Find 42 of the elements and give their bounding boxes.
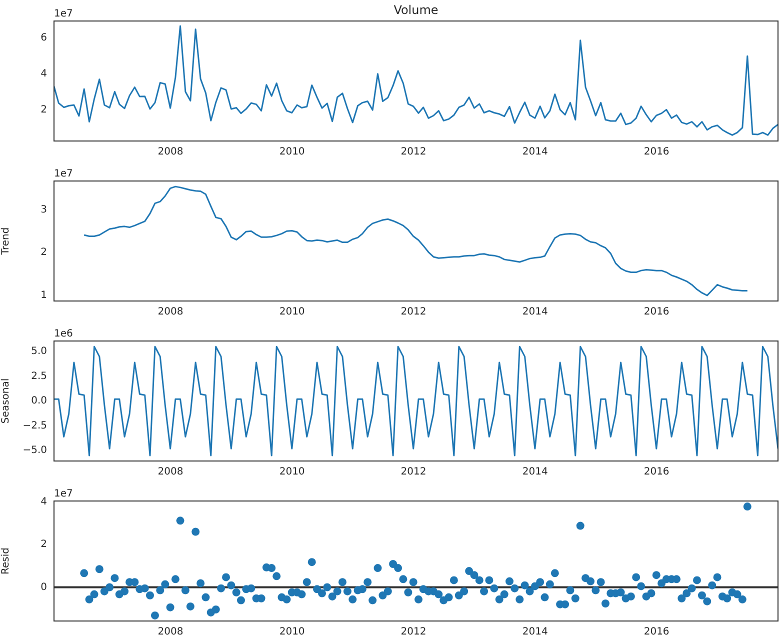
- x-tick-label: 2010: [279, 466, 305, 478]
- y-tick-label: 4: [40, 496, 47, 508]
- x-tick-label: 2016: [644, 146, 670, 158]
- x-tick-label: 2016: [644, 626, 670, 638]
- text: 1e7: [54, 488, 73, 500]
- y-tick-label: −5.0: [22, 445, 47, 456]
- y-tick-label: 0: [40, 582, 47, 593]
- y-tick-label: 6: [40, 32, 47, 44]
- x-tick-label: 2010: [279, 626, 305, 638]
- y-tick-label: 1: [40, 290, 47, 302]
- y-axis-title: Seasonal: [0, 378, 12, 424]
- y-tick-label: 2: [40, 247, 47, 258]
- x-tick-label: 2008: [158, 626, 184, 638]
- x-tick-label: 2008: [158, 466, 184, 478]
- text: 1e7: [54, 168, 73, 180]
- y-tick-label: 2: [40, 539, 47, 550]
- x-tick-label: 2012: [400, 146, 426, 158]
- x-tick-label: 2012: [400, 466, 426, 478]
- y-axis-title: Trend: [0, 227, 12, 256]
- y-axis-title: Resid: [0, 548, 12, 574]
- x-tick-label: 2008: [158, 146, 184, 158]
- x-tick-label: 2010: [279, 146, 305, 158]
- text: 1e7: [54, 8, 73, 20]
- y-tick-label: −2.5: [22, 420, 47, 432]
- y-tick-label: 0.0: [31, 396, 47, 407]
- x-tick-label: 2012: [400, 626, 426, 638]
- x-tick-label: 2014: [522, 466, 548, 478]
- x-tick-label: 2012: [400, 306, 426, 318]
- y-tick-label: 3: [40, 204, 47, 216]
- x-tick-label: 2016: [644, 466, 670, 478]
- x-tick-label: 2014: [522, 626, 548, 638]
- y-tick-label: 4: [40, 68, 47, 80]
- x-tick-label: 2008: [158, 306, 184, 318]
- x-tick-label: 2014: [522, 146, 548, 158]
- y-tick-label: 2.5: [31, 370, 47, 382]
- x-tick-label: 2016: [644, 306, 670, 318]
- x-tick-label: 2010: [279, 306, 305, 318]
- chart-title: Volume: [394, 3, 438, 18]
- y-tick-label: 5.0: [31, 346, 47, 358]
- x-tick-label: 2014: [522, 306, 548, 318]
- text: 1e6: [54, 328, 73, 340]
- y-tick-label: 2: [40, 104, 47, 116]
